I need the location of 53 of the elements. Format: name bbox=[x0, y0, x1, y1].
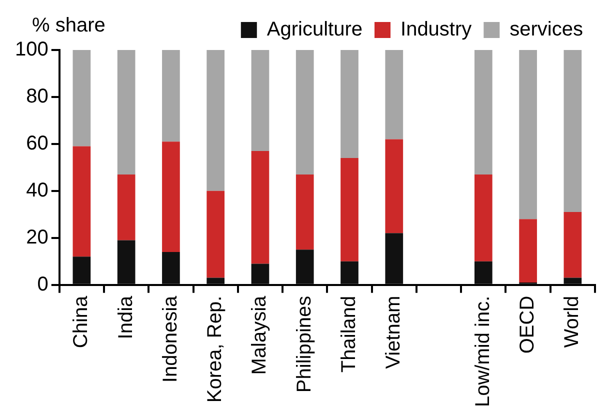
x-tick-label: Thailand bbox=[338, 296, 360, 373]
y-tick-label: 0 bbox=[37, 273, 48, 296]
x-tick-label: China bbox=[70, 294, 92, 348]
bar bbox=[474, 261, 492, 284]
x-tick-label: Malaysia bbox=[248, 294, 271, 375]
bar bbox=[519, 219, 537, 282]
bar bbox=[72, 146, 91, 257]
bar bbox=[340, 158, 358, 262]
bar bbox=[519, 50, 537, 220]
legend-label: Agriculture bbox=[266, 18, 363, 41]
bar bbox=[564, 50, 582, 212]
bar bbox=[385, 139, 404, 234]
bar bbox=[385, 233, 404, 284]
x-tick-label: OECD bbox=[516, 296, 539, 354]
bar bbox=[162, 142, 180, 252]
bar bbox=[564, 212, 582, 278]
x-tick-label: World bbox=[561, 296, 584, 348]
y-tick-label: 100 bbox=[14, 38, 48, 61]
bar bbox=[72, 50, 91, 146]
y-tick-label: 20 bbox=[26, 226, 48, 248]
bar bbox=[564, 278, 582, 284]
bar bbox=[162, 50, 180, 142]
bar bbox=[340, 50, 358, 158]
bar bbox=[117, 174, 136, 240]
bar bbox=[251, 50, 270, 151]
x-tick-label: Vietnam bbox=[382, 296, 405, 369]
legend-label: Industry bbox=[400, 18, 472, 41]
x-tick-label: Philippines bbox=[293, 296, 316, 393]
y-axis-title: % share bbox=[32, 14, 106, 37]
bar bbox=[296, 50, 314, 174]
y-tick-label: 40 bbox=[26, 179, 48, 202]
bar bbox=[251, 264, 270, 284]
x-tick-label: Korea, Rep. bbox=[204, 296, 226, 403]
y-tick-label: 60 bbox=[26, 132, 48, 154]
bar bbox=[162, 252, 180, 284]
bar bbox=[206, 278, 225, 284]
bar bbox=[296, 174, 314, 250]
bar bbox=[296, 250, 314, 284]
bar bbox=[474, 50, 492, 174]
x-tick-label: Low/mid inc. bbox=[472, 296, 494, 408]
bar bbox=[206, 190, 225, 278]
y-tick-label: 80 bbox=[26, 85, 48, 108]
bar bbox=[251, 150, 270, 264]
bar bbox=[206, 50, 225, 191]
x-tick-label: India bbox=[114, 294, 137, 340]
x-tick-label: Indonesia bbox=[159, 294, 182, 383]
bar bbox=[117, 50, 136, 174]
legend-label: services bbox=[510, 18, 584, 41]
bar bbox=[72, 256, 91, 284]
bar bbox=[474, 174, 492, 262]
bar bbox=[117, 240, 136, 284]
bar bbox=[340, 261, 358, 284]
bar bbox=[385, 50, 404, 140]
